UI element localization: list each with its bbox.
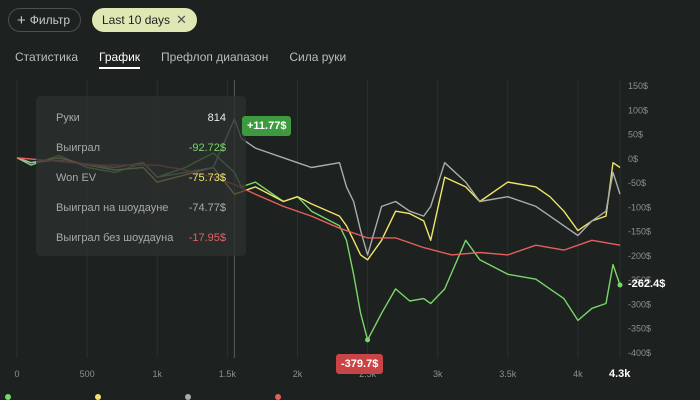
filter-label: Фильтр: [29, 13, 71, 27]
y-tick-label: -200$: [628, 251, 651, 261]
y-tick-label: -400$: [628, 348, 651, 358]
x-tick-label: 500: [80, 369, 95, 379]
filter-button[interactable]: + Фильтр: [8, 8, 82, 32]
end-value-label: -262.4$: [628, 278, 666, 290]
min-point: [365, 337, 371, 343]
legend-marker: [185, 394, 191, 400]
y-tick-label: 100$: [628, 105, 648, 115]
plus-icon: +: [17, 11, 26, 29]
x-tick-label: 4k: [573, 369, 583, 379]
x-tick-label: 2.5k: [359, 369, 377, 379]
y-tick-label: -250$: [628, 275, 651, 285]
x-max-label: 4.3k: [609, 368, 631, 380]
tab-preflop-range[interactable]: Префлоп диапазон: [161, 50, 269, 64]
date-filter-chip[interactable]: Last 10 days ✕: [92, 8, 197, 32]
date-filter-label: Last 10 days: [102, 13, 171, 27]
tooltip-row-non-showdown: Выиграл без шоудауна -17.95$: [56, 232, 226, 244]
tooltip-value: -17.95$: [188, 232, 226, 244]
x-tick-label: 1k: [152, 369, 162, 379]
y-tick-label: 50$: [628, 130, 643, 140]
legend-marker: [275, 394, 281, 400]
tooltip-label: Выиграл без шоудауна: [56, 232, 174, 244]
max-value-badge: +11.77$: [242, 116, 292, 136]
tab-chart[interactable]: График: [99, 50, 141, 69]
x-tick-label: 3.5k: [499, 369, 517, 379]
tooltip-label: Won EV: [56, 172, 97, 184]
tooltip-label: Выиграл на шоудауне: [56, 202, 169, 214]
y-tick-label: -150$: [628, 227, 651, 237]
x-tick-label: 3k: [433, 369, 443, 379]
tooltip-row-won: Выиграл -92.72$: [56, 142, 226, 154]
tab-bar: Статистика График Префлоп диапазон Сила …: [15, 50, 367, 69]
tab-hand-strength[interactable]: Сила руки: [289, 50, 347, 64]
tooltip-value: -75.73$: [188, 172, 226, 184]
y-tick-label: 150$: [628, 81, 648, 91]
tooltip-row-showdown: Выиграл на шоудауне -74.77$: [56, 202, 226, 214]
y-tick-label: 0$: [628, 154, 638, 164]
tooltip-label: Руки: [56, 112, 80, 124]
tooltip-row-hands: Руки 814: [56, 112, 226, 124]
y-tick-label: -50$: [628, 178, 646, 188]
legend-marker: [5, 394, 11, 400]
tooltip-row-won-ev: Won EV -75.73$: [56, 172, 226, 184]
y-tick-label: -100$: [628, 202, 651, 212]
tooltip-value: 814: [207, 112, 226, 124]
min-value-badge: -379.7$: [336, 354, 384, 374]
y-tick-label: -300$: [628, 299, 651, 309]
chart-tooltip: Руки 814 Выиграл -92.72$ Won EV -75.73$ …: [36, 96, 246, 256]
x-tick-label: 2k: [293, 369, 303, 379]
legend-marker: [95, 394, 101, 400]
y-tick-label: -350$: [628, 324, 651, 334]
tooltip-value: -92.72$: [188, 142, 226, 154]
tab-statistics[interactable]: Статистика: [15, 50, 79, 64]
close-icon[interactable]: ✕: [176, 12, 187, 27]
tooltip-value: -74.77$: [188, 202, 226, 214]
tooltip-label: Выиграл: [56, 142, 101, 154]
end-point: [617, 282, 623, 288]
x-tick-label: 0: [14, 369, 19, 379]
x-tick-label: 1.5k: [219, 369, 237, 379]
